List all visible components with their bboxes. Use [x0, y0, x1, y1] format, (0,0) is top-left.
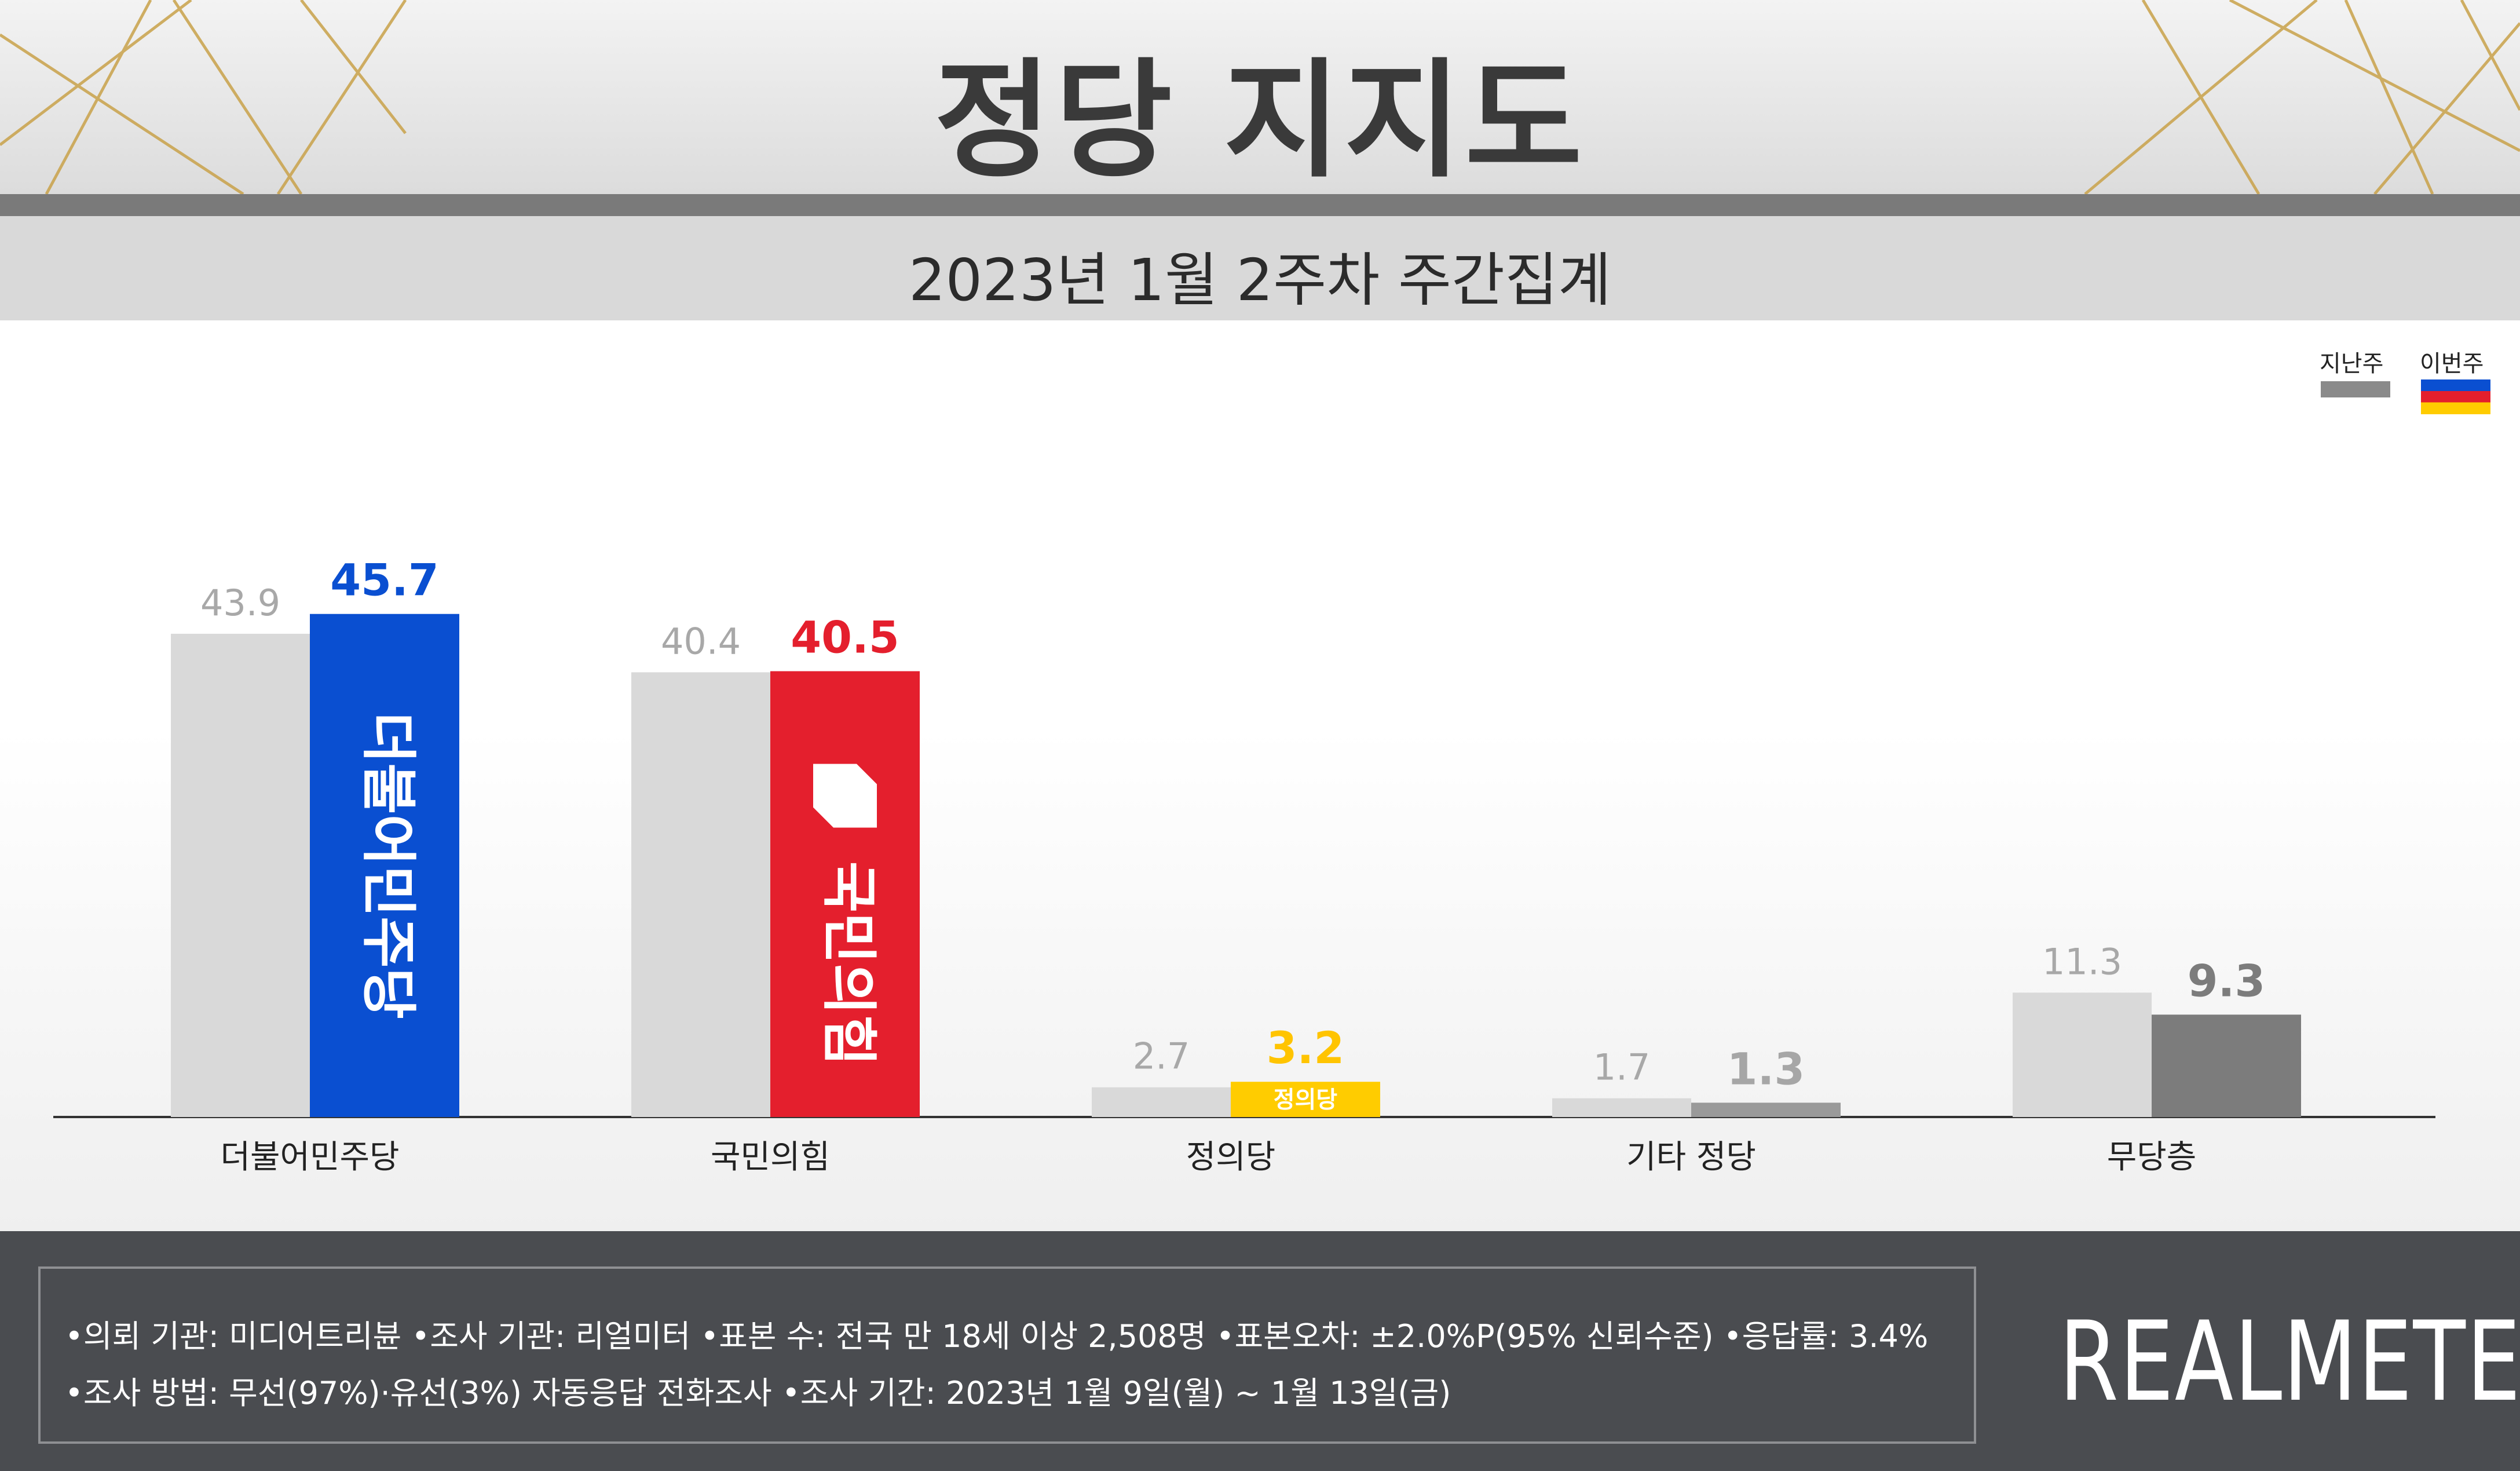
value-label-current-2: 3.2 [1267, 1022, 1345, 1074]
category-label-1: 국민의힘 [711, 1138, 830, 1176]
category-label-4: 무당층 [2107, 1138, 2197, 1176]
bar-current-2 [1231, 1082, 1380, 1117]
realmeter-logo: REALMETER [2059, 1298, 2520, 1426]
page-title: 정당 지지도 [934, 46, 1586, 195]
category-label-3: 기타 정당 [1626, 1138, 1756, 1176]
bar-previous-2 [1092, 1087, 1231, 1117]
survey-info-box [38, 1266, 1976, 1444]
bar-current-1 [770, 671, 920, 1117]
bar-current-0 [310, 614, 459, 1117]
header-banner: 정당 지지도 [0, 0, 2520, 195]
value-label-previous-4: 11.3 [2042, 940, 2122, 983]
bar-party-text-0: 더불어민주당 [356, 712, 421, 1019]
bar-previous-0 [171, 633, 310, 1117]
value-label-current-4: 9.3 [2188, 955, 2266, 1006]
bar-party-text-1: 국민의힘 [817, 862, 882, 1066]
legend-previous-label: 지난주 [2320, 351, 2384, 377]
bar-previous-3 [1552, 1098, 1691, 1117]
bar-current-4 [2152, 1014, 2301, 1117]
category-label-0: 더불어민주당 [220, 1138, 399, 1176]
survey-info-line-2: •조사 방법: 무선(97%)·유선(3%) 자동응답 전화조사 •조사 기간:… [65, 1375, 1451, 1411]
footer [0, 1231, 2520, 1471]
value-label-previous-0: 43.9 [200, 582, 280, 624]
gold-line-decoration [0, 0, 2520, 194]
value-label-current-1: 40.5 [791, 612, 899, 663]
bar-party-text-2: 정의당 [1274, 1087, 1338, 1114]
value-label-previous-1: 40.4 [661, 620, 741, 662]
chart-subtitle: 2023년 1월 2주차 주간집계 [908, 246, 1612, 314]
value-label-previous-3: 1.7 [1593, 1046, 1651, 1089]
legend-current-label: 이번주 [2420, 351, 2484, 377]
value-label-previous-2: 2.7 [1133, 1035, 1190, 1078]
subtitle-band [0, 216, 2520, 320]
category-label-2: 정의당 [1186, 1138, 1276, 1176]
survey-info-line-1: •의뢰 기관: 미디어트리뷴 •조사 기관: 리얼미터 •표본 수: 전국 만 … [65, 1318, 1929, 1355]
header-divider [0, 194, 2520, 216]
value-label-current-0: 45.7 [330, 554, 439, 606]
bar-previous-4 [2013, 992, 2152, 1117]
legend-previous-swatch [2321, 381, 2390, 397]
bar-current-3 [1691, 1103, 1841, 1117]
legend-current-swatch [2421, 379, 2490, 414]
chart-area: 지난주 이번주 43.9 45.7 더불어민주당 더불어민주당 40.4 40.5 국민의힘… [0, 320, 2520, 1231]
party-mark-icon [813, 764, 877, 828]
value-label-current-3: 1.3 [1727, 1043, 1805, 1094]
bar-previous-1 [631, 672, 770, 1117]
